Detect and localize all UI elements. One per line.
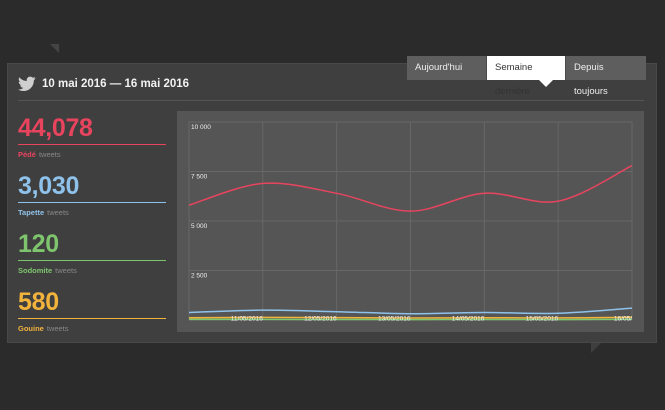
stat-unit: tweets bbox=[46, 324, 69, 333]
header-divider bbox=[18, 100, 644, 101]
stat-rule bbox=[18, 318, 166, 319]
stat-tapette: 3,030 Tapette tweets bbox=[18, 172, 166, 217]
decorative-corner-bottom bbox=[591, 343, 601, 353]
x-tick-label: 16/05/ bbox=[614, 316, 632, 323]
decorative-corner-top bbox=[50, 44, 59, 53]
series-line-tapette bbox=[188, 307, 633, 315]
stat-rule bbox=[18, 144, 166, 145]
twitter-bird-icon bbox=[18, 76, 36, 92]
y-tick-label: 10 000 bbox=[191, 124, 211, 131]
period-tabs: Aujourd'hui Semaine dernière Depuis touj… bbox=[407, 56, 646, 97]
x-tick-label: 14/05/2016 bbox=[452, 316, 485, 323]
panel-header: 10 mai 2016 — 16 mai 2016 bbox=[18, 76, 189, 92]
stat-name: Sodomite bbox=[18, 266, 53, 275]
stat-value: 3,030 bbox=[18, 172, 80, 200]
stat-pede: 44,078 Pédé tweets bbox=[18, 114, 166, 159]
stat-name: Gouine bbox=[18, 324, 44, 333]
stat-rule bbox=[18, 260, 166, 261]
x-tick-label: 12/05/2016 bbox=[304, 316, 337, 323]
y-tick-label: 2 500 bbox=[191, 273, 208, 280]
tweets-chart: 10 000 7 500 5 000 2 500 11/05/2016 12/05/201… bbox=[177, 111, 644, 332]
stat-unit: tweets bbox=[47, 208, 69, 217]
y-tick-label: 5 000 bbox=[191, 223, 208, 230]
tab-all-time[interactable]: Depuis toujours bbox=[566, 56, 646, 97]
y-tick-label: 7 500 bbox=[191, 174, 208, 181]
stat-value: 120 bbox=[18, 230, 59, 258]
stat-name: Pédé bbox=[18, 150, 36, 159]
stat-name: Tapette bbox=[18, 208, 45, 217]
stat-unit: tweets bbox=[38, 150, 61, 159]
stat-value: 44,078 bbox=[18, 114, 93, 142]
stat-value: 580 bbox=[18, 288, 59, 316]
tab-last-week[interactable]: Semaine dernière bbox=[487, 56, 566, 97]
stat-unit: tweets bbox=[55, 266, 77, 275]
stat-rule bbox=[18, 202, 166, 203]
x-tick-label: 13/05/2016 bbox=[378, 316, 411, 323]
stat-sodomite: 120 Sodomite tweets bbox=[18, 230, 166, 275]
series-line-gouine bbox=[188, 316, 633, 319]
tab-today[interactable]: Aujourd'hui bbox=[407, 56, 487, 80]
series-line-pédé bbox=[188, 164, 633, 212]
x-tick-label: 11/05/2016 bbox=[231, 316, 263, 323]
x-tick-label: 15/05/2016 bbox=[526, 316, 559, 323]
line-chart: 10 000 7 500 5 000 2 500 11/05/2016 12/05/201… bbox=[188, 121, 633, 323]
stat-gouine: 580 Gouine tweets bbox=[18, 288, 166, 333]
date-range-title: 10 mai 2016 — 16 mai 2016 bbox=[42, 78, 190, 90]
